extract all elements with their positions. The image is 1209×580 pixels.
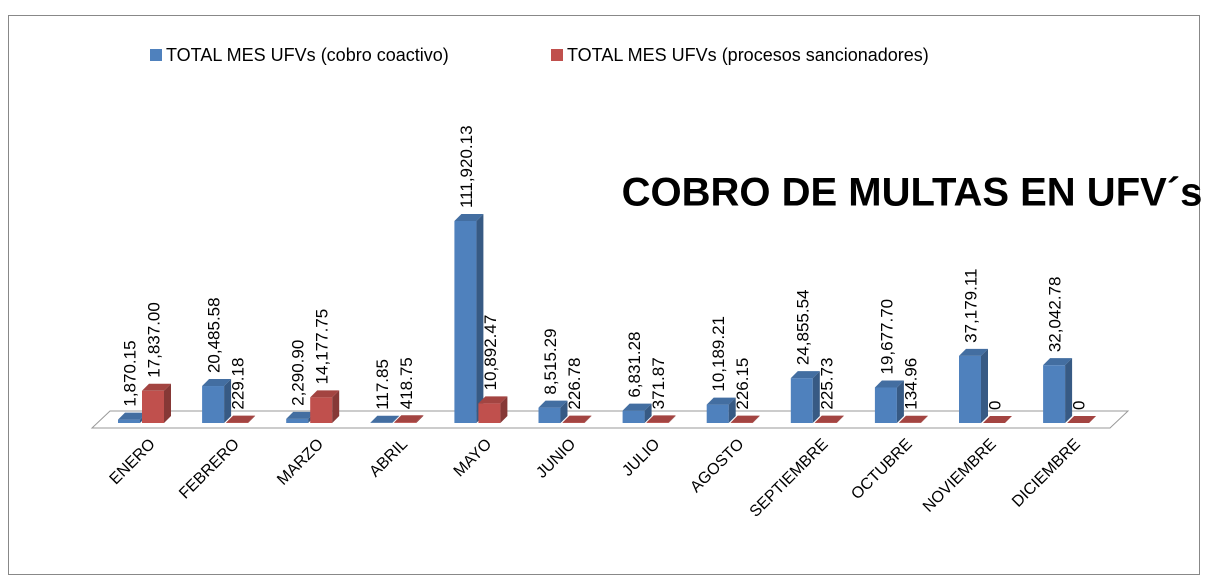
- data-label: 24,855.54: [793, 289, 812, 365]
- data-label: 32,042.78: [1046, 277, 1065, 353]
- data-label: 111,920.13: [457, 125, 476, 208]
- bar: [394, 422, 417, 423]
- bar-side: [644, 403, 652, 423]
- bar-top: [538, 400, 568, 408]
- bar-top: [286, 411, 316, 419]
- bar-side: [164, 383, 171, 423]
- bar: [142, 390, 164, 423]
- bar-top: [959, 348, 988, 356]
- bar: [790, 378, 813, 423]
- bar-side: [248, 415, 256, 423]
- legend-label: TOTAL MES UFVs (procesos sancionadores): [567, 45, 929, 65]
- bar-top: [142, 383, 171, 391]
- bar-side: [500, 396, 508, 423]
- data-label: 10,189.21: [709, 316, 728, 392]
- bar-top: [478, 396, 508, 404]
- bar-top: [790, 371, 820, 379]
- bar-side: [560, 400, 568, 423]
- bar: [286, 418, 309, 423]
- legend-label: TOTAL MES UFVs (cobro coactivo): [166, 45, 449, 65]
- bar: [454, 221, 477, 423]
- bar-side: [224, 379, 232, 423]
- bar-side: [812, 371, 820, 423]
- data-label: 134.96: [901, 358, 920, 410]
- data-label: 371.87: [649, 357, 668, 409]
- bar-top: [202, 379, 232, 387]
- bar-side: [896, 380, 904, 423]
- bar: [478, 403, 501, 423]
- data-label: 17,837.00: [144, 302, 163, 378]
- data-label: 8,515.29: [541, 328, 560, 394]
- data-label: 225.73: [817, 358, 836, 410]
- chart-frame: [8, 15, 1200, 575]
- data-label: 10,892.47: [481, 315, 500, 391]
- bar-top: [622, 403, 652, 411]
- bar-side: [836, 415, 844, 423]
- data-label: 6,831.28: [625, 331, 644, 397]
- bar-side: [416, 415, 424, 423]
- data-label: 226.78: [565, 358, 584, 410]
- data-label: 1,870.15: [120, 340, 139, 406]
- data-label: 19,677.70: [877, 299, 896, 375]
- bar-top: [983, 416, 1012, 423]
- bar-top: [646, 415, 676, 423]
- bar-top: [898, 415, 928, 423]
- bar-top: [454, 214, 484, 221]
- chart-title: COBRO DE MULTAS EN UFV´s: [622, 171, 1203, 215]
- bar-side: [392, 415, 400, 423]
- data-label: 37,179.11: [961, 269, 980, 343]
- bar-top: [310, 390, 340, 398]
- bar-side: [752, 415, 760, 423]
- bar: [706, 404, 729, 423]
- bar-top: [394, 415, 424, 423]
- bar-top: [874, 380, 904, 388]
- bar: [538, 407, 561, 423]
- bar: [310, 397, 333, 423]
- data-label: 229.18: [229, 358, 248, 410]
- bar-top: [1043, 358, 1073, 366]
- bar-top: [706, 397, 736, 405]
- legend-swatch: [150, 49, 162, 61]
- bar: [118, 419, 140, 423]
- bar-top: [562, 415, 592, 423]
- data-label: 14,177.75: [313, 309, 332, 385]
- data-label: 20,485.58: [205, 297, 224, 373]
- legend-swatch: [551, 49, 563, 61]
- bar: [874, 387, 897, 423]
- bar-top: [118, 412, 147, 420]
- bar-side: [981, 348, 988, 423]
- bar-side: [668, 415, 676, 423]
- data-label: 0: [1070, 401, 1089, 410]
- bar-top: [814, 415, 844, 423]
- bar-top: [730, 415, 760, 423]
- bar: [646, 422, 669, 423]
- bar-side: [332, 390, 340, 423]
- bar-side: [728, 397, 736, 423]
- data-label: 0: [985, 401, 1004, 410]
- bar: [959, 355, 981, 423]
- bar: [202, 386, 225, 423]
- data-label: 117.85: [373, 359, 392, 410]
- bar: [1043, 365, 1066, 423]
- bar: [622, 410, 645, 423]
- bar-side: [476, 214, 484, 423]
- bar-top: [1067, 416, 1097, 423]
- bar-side: [1065, 358, 1073, 423]
- data-label: 2,290.90: [289, 340, 308, 406]
- bar-top: [370, 415, 400, 423]
- data-label: 226.15: [733, 358, 752, 410]
- bar-side: [584, 415, 592, 423]
- data-label: 418.75: [397, 357, 416, 409]
- bar-top: [226, 415, 256, 423]
- floor: [90, 410, 1130, 429]
- bar-side: [920, 415, 928, 423]
